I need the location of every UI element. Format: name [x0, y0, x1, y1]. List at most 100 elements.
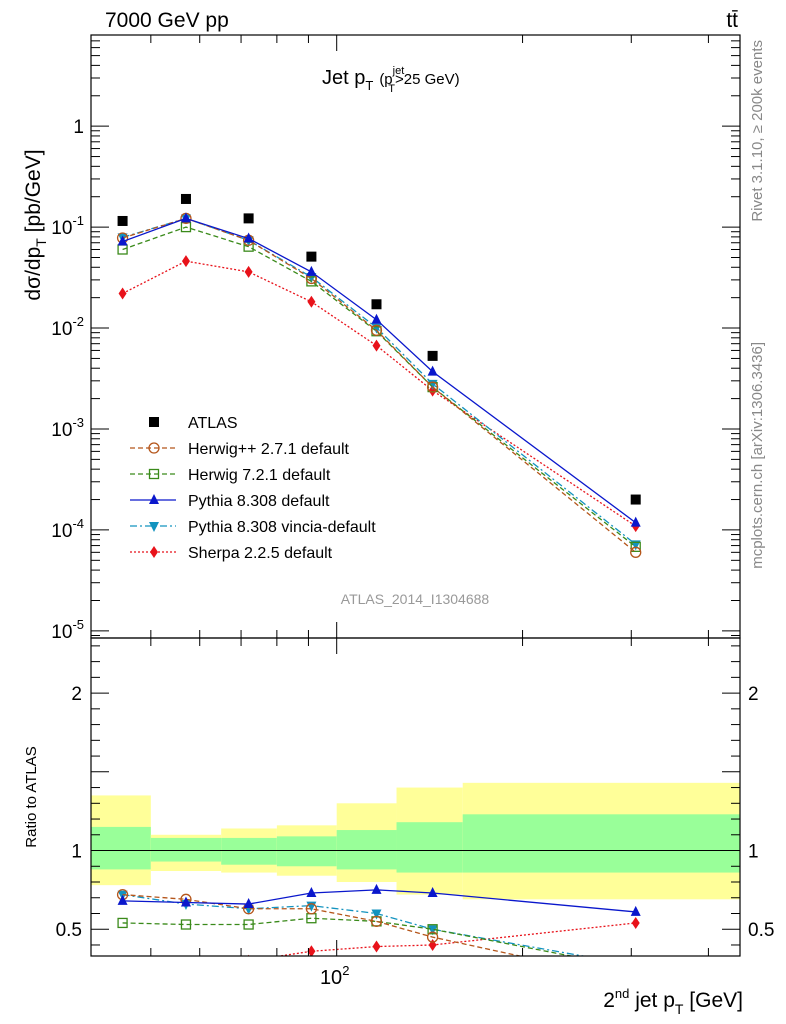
legend-label: Herwig++ 2.7.1 default: [188, 441, 350, 458]
ratio-data-point: [372, 940, 381, 953]
y-tick-label-exp: -5: [72, 617, 84, 632]
ratio-data-point: [306, 887, 317, 898]
uncertainty-band-inner: [150, 837, 222, 862]
y-tick-label-base: 10: [51, 420, 72, 441]
data-point: [118, 287, 127, 300]
ratio-data-point: [180, 896, 191, 907]
legend-label: Sherpa 2.2.5 default: [188, 545, 333, 562]
ratio-data-point: [630, 905, 641, 916]
data-point: [181, 255, 190, 268]
data-point: [630, 546, 642, 558]
data-point: [180, 221, 192, 233]
y-tick-label-exp: -2: [72, 314, 84, 329]
data-point: [427, 350, 438, 361]
ratio-series-line: [122, 893, 523, 956]
ratio-data-point: [370, 915, 383, 928]
legend-marker: [149, 417, 159, 427]
data-point: [307, 295, 316, 308]
y-tick-label: 10-2: [51, 314, 84, 340]
ratio-data-point: [243, 919, 254, 930]
legend: ATLAS Herwig++ 2.7.1 default Herwig 7.2.1 …: [130, 415, 376, 562]
x-label-sup: nd: [615, 986, 629, 1001]
y-tick-label: 1: [73, 117, 84, 138]
data-point: [371, 313, 382, 324]
ratio-data-point: [427, 925, 438, 936]
data-point: [243, 213, 254, 224]
rivet-version-label: Rivet 3.1.10, ≥ 200k events: [749, 40, 766, 222]
x-label-mid: jet p: [629, 989, 675, 1012]
legend-marker: [149, 522, 159, 532]
legend-marker: [148, 442, 160, 454]
data-point: [372, 339, 381, 352]
ratio-data-point: [117, 917, 128, 929]
ratio-data-point: [371, 883, 382, 894]
x-label-num: 2: [603, 989, 615, 1012]
y-tick-label-base: 10: [51, 521, 72, 542]
chart-title: Jet pT (pjet T>25 GeV): [322, 65, 460, 95]
y-label-main: dσ/dp: [22, 247, 45, 301]
legend-marker: [150, 546, 158, 558]
x-tick-label: 102: [320, 963, 349, 989]
ratio-data-point: [119, 972, 127, 984]
uncertainty-band-inner: [336, 830, 397, 870]
legend-label: Pythia 8.308 vincia-default: [188, 519, 376, 536]
y-tick-label-base: 10: [51, 319, 72, 340]
ratio-data-point: [631, 916, 640, 929]
ratio-data-point: [117, 894, 128, 905]
title-cut-sub: T: [388, 83, 395, 95]
data-point: [630, 541, 641, 552]
ratio-data-point: [427, 924, 438, 935]
data-point: [117, 235, 128, 246]
ratio-tick-label-right: 0.5: [748, 920, 774, 941]
main-panel: 110-110-210-310-410-5: [51, 34, 741, 643]
ratio-data-point: [631, 964, 640, 973]
uncertainty-band-inner: [462, 814, 740, 873]
series-line: [122, 226, 637, 548]
data-point: [630, 494, 641, 505]
legend-label: ATLAS: [188, 415, 238, 432]
data-point: [180, 212, 191, 223]
y-tick-label: 10-3: [51, 415, 84, 441]
ratio-tick-label-left: 2: [71, 684, 82, 705]
y-tick-label-exp: -1: [72, 213, 84, 228]
ratio-data-point: [427, 887, 438, 898]
mcplots-label: mcplots.cern.ch [arXiv:1306.3436]: [749, 342, 766, 569]
y-tick-label-base: 10: [51, 622, 72, 643]
title-main: Jet p: [322, 67, 365, 89]
legend-marker: [148, 468, 160, 480]
data-point: [427, 365, 438, 376]
data-point: [117, 215, 128, 226]
ratio-tick-label-right: 2: [748, 684, 759, 705]
data-point: [306, 265, 317, 276]
y-axis-label: dσ/dpT [pb/GeV]: [22, 149, 49, 300]
legend-marker: [149, 494, 159, 504]
ratio-tick-label-left: 1: [71, 842, 82, 863]
ratio-data-point: [180, 919, 192, 930]
y-tick-label: 10-1: [51, 213, 84, 239]
legend-label: Pythia 8.308 default: [188, 493, 330, 510]
data-point: [428, 384, 437, 397]
y-tick-label-exp: -3: [72, 415, 84, 430]
ratio-data-point: [305, 903, 318, 915]
ratio-data-point: [243, 898, 254, 909]
y-tick-label-base: 1: [73, 117, 84, 138]
data-point: [427, 379, 438, 390]
ratio-data-point: [631, 961, 641, 971]
uncertainty-band-inner: [221, 837, 277, 865]
process-label: tt̄: [726, 9, 738, 32]
data-point: [244, 265, 253, 278]
y-tick-label-exp: -4: [72, 516, 84, 531]
x-label-sub: T: [675, 1001, 684, 1017]
y-tick-label: 10-4: [51, 516, 84, 542]
data-point: [630, 516, 641, 527]
ratio-tick-label-left: 0.5: [56, 920, 82, 941]
uncertainty-band-inner: [396, 822, 463, 873]
ratio-data-point: [426, 931, 439, 943]
legend-label: Herwig 7.2.1 default: [188, 467, 331, 484]
y-tick-label-base: 10: [51, 218, 72, 239]
ratio-data-point: [371, 909, 382, 920]
data-point: [371, 299, 382, 310]
uncertainty-band-inner: [276, 836, 337, 867]
